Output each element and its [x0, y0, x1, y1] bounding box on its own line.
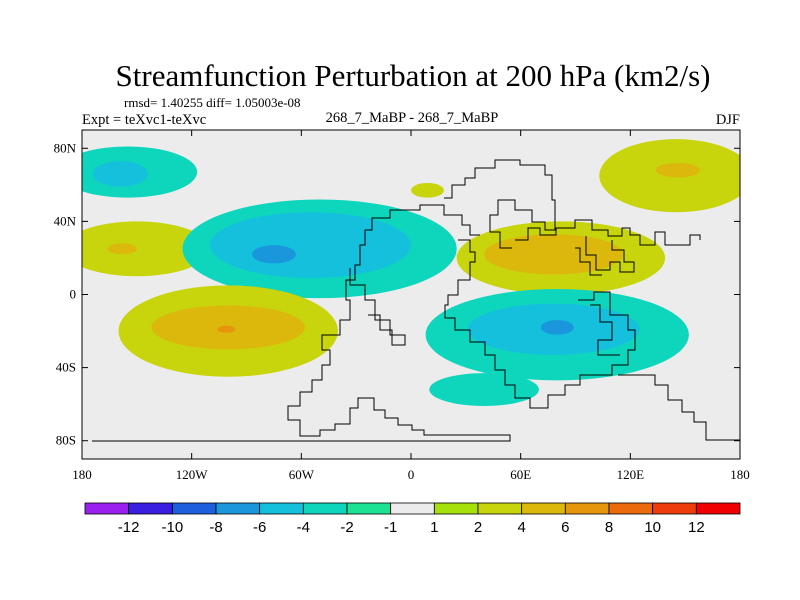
coastline-north-america	[92, 204, 511, 442]
coastline-greenland	[444, 159, 556, 249]
colorbar-swatch	[652, 502, 697, 515]
colorbar-swatch	[259, 502, 304, 515]
anomaly-subtropical-pacific	[82, 221, 210, 277]
anomaly-north-america-core	[251, 245, 296, 264]
anomaly-north-america-mid	[209, 212, 411, 279]
anomaly-nh-pacific-core	[92, 161, 148, 187]
colorbar-label: -12	[118, 519, 140, 536]
colorbar-label: -4	[297, 519, 310, 536]
anomaly-north-atlantic	[411, 183, 444, 198]
y-axis: 80N 40N 0 40S 80S	[54, 140, 740, 448]
anomaly-south-pacific-core	[217, 325, 236, 333]
x-tick-label: 120E	[617, 467, 645, 482]
anomaly-layer	[82, 139, 740, 406]
chart-title: Streamfunction Perturbation at 200 hPa (…	[116, 58, 711, 93]
y-tick-label: 80S	[56, 433, 76, 448]
y-tick-label: 40N	[54, 213, 77, 228]
stats-label: rmsd= 1.40255 diff= 1.05003e-08	[124, 95, 301, 110]
colorbar-swatch	[128, 502, 173, 515]
colorbar-swatch	[477, 502, 523, 515]
x-axis: 180 120W 60W 0 60E 120E 180	[72, 130, 750, 482]
coastline-south-america	[349, 268, 406, 346]
continent-outlines	[92, 159, 740, 442]
colorbar-label: 1	[430, 519, 438, 536]
colorbar: -12 -10 -8 -6 -4 -2 -1 1 2 4 6 8 10 12	[84, 502, 741, 536]
colorbar-swatch	[302, 502, 348, 515]
season-label: DJF	[716, 112, 740, 128]
x-tick-label: 180	[72, 467, 92, 482]
colorbar-swatch	[608, 502, 654, 515]
colorbar-label: 10	[644, 519, 661, 536]
y-tick-label: 40S	[56, 360, 76, 375]
x-tick-label: 120W	[176, 467, 209, 482]
colorbar-swatch	[215, 502, 261, 515]
colorbar-label: -8	[209, 519, 222, 536]
colorbar-swatch	[695, 502, 741, 515]
coastline-arabia	[585, 236, 635, 273]
coastline-eurasia	[515, 219, 701, 246]
colorbar-swatch	[433, 502, 479, 515]
colorbar-swatch	[171, 502, 217, 515]
run-label: 268_7_MaBP - 268_7_MaBP	[326, 110, 499, 126]
colorbar-swatch	[564, 502, 610, 515]
plot-area	[81, 129, 741, 460]
anomaly-subtropical-pacific-core	[107, 243, 137, 255]
colorbar-swatch	[521, 502, 566, 515]
anomaly-siberia-core	[655, 162, 700, 178]
colorbar-label: -2	[340, 519, 353, 536]
x-tick-label: 60W	[289, 467, 315, 482]
coastline-africa	[444, 239, 636, 409]
experiment-label: Expt = teXvc1-teXvc	[82, 112, 206, 128]
x-tick-label: 180	[730, 467, 750, 482]
colorbar-swatch	[346, 502, 392, 515]
coastline-india	[575, 247, 602, 276]
anomaly-southern-ocean	[429, 373, 539, 406]
colorbar-label: -1	[384, 519, 397, 536]
coastline-australia	[618, 374, 740, 441]
colorbar-swatch	[390, 502, 435, 515]
anomaly-indian-ocean-core	[540, 320, 574, 335]
anomaly-europe-core	[484, 234, 624, 275]
y-tick-label: 80N	[54, 140, 77, 155]
colorbar-swatch	[84, 502, 130, 515]
colorbar-label: 12	[688, 519, 705, 536]
x-tick-label: 60E	[510, 467, 531, 482]
colorbar-label: 6	[561, 519, 569, 536]
x-tick-label: 0	[408, 467, 415, 482]
colorbar-label: -10	[161, 519, 183, 536]
colorbar-label: 2	[474, 519, 482, 536]
coastline-southeast-asia	[590, 304, 620, 356]
colorbar-label: -6	[253, 519, 266, 536]
colorbar-label: 4	[517, 519, 525, 536]
y-tick-label: 0	[70, 287, 77, 302]
colorbar-label: 8	[605, 519, 613, 536]
